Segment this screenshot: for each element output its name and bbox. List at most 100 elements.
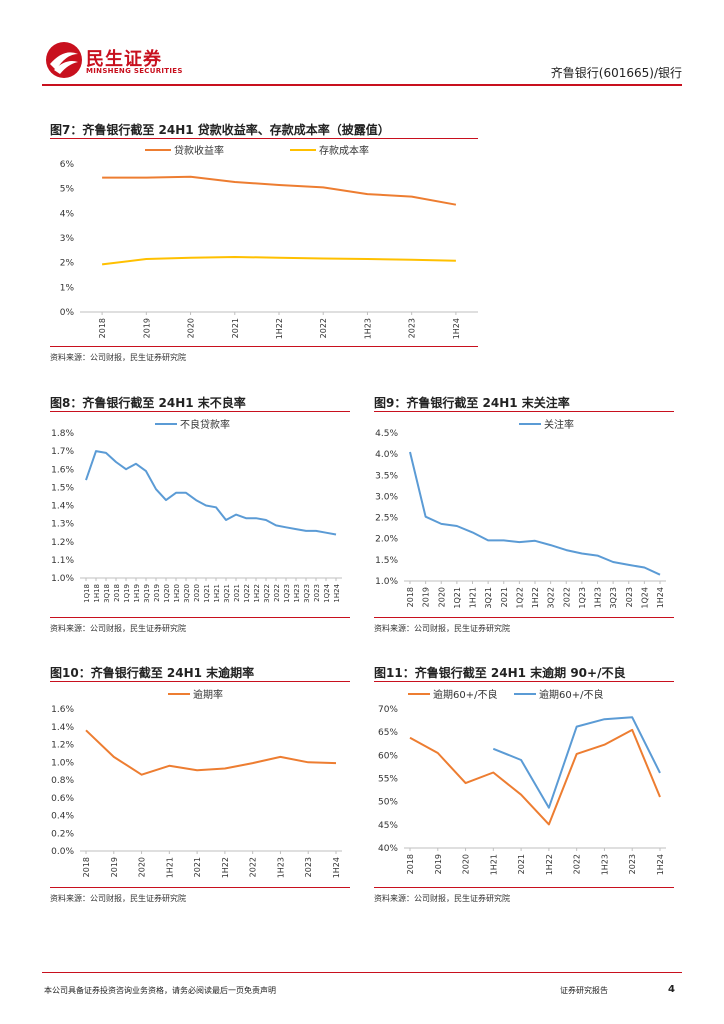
- fig8-xtick-1: 1H18: [93, 584, 101, 603]
- fig9-series-line-0: [409, 451, 661, 576]
- fig10-xtick-4: 2021: [193, 857, 202, 877]
- fig8-title: 图8：齐鲁银行截至 24H1 末不良率: [50, 396, 246, 410]
- fig10-ytick-0: 0.0%: [51, 847, 74, 857]
- fig11-xtick-4: 2021: [517, 854, 526, 874]
- fig8-ytick-1: 1.1%: [51, 556, 74, 566]
- fig8-xtick-21: 1H23: [293, 584, 301, 603]
- fig7-chart: 0% 1% 2% 3% 4% 5% 6% 2018 2019 2020 2021 1H22 2022 1H…: [60, 144, 478, 339]
- fig10-chart: 0.0% 0.2% 0.4% 0.6% 0.8% 1.0% 1.2% 1.4% 1.6% 2018…: [51, 688, 342, 878]
- fig11-ytick-5: 65%: [378, 728, 398, 738]
- fig9-xtick-6: 2021: [500, 587, 509, 607]
- fig9-xtick-1: 2019: [422, 587, 431, 607]
- fig11-legend-label-0: 逾期60+/不良: [433, 688, 497, 701]
- fig8-xtick-16: 1Q22: [243, 584, 251, 603]
- fig9-xtick-7: 1Q22: [515, 587, 524, 609]
- fig7-xtick-6: 1H23: [363, 318, 372, 339]
- fig8-xtick-6: 3Q19: [143, 584, 151, 603]
- fig9-title: 图9：齐鲁银行截至 24H1 末关注率: [374, 396, 570, 410]
- fig8-xtick-10: 3Q20: [183, 584, 191, 603]
- fig9-ytick-0: 1.0%: [375, 577, 398, 587]
- fig7-title-rule: [50, 138, 478, 139]
- fig7-ytick-1: 1%: [60, 283, 75, 293]
- fig8-xtick-14: 3Q21: [223, 584, 231, 603]
- fig7-xtick-5: 2022: [319, 318, 328, 338]
- fig7-ytick-0: 0%: [60, 308, 75, 318]
- brand-name-en: MINSHENG SECURITIES: [86, 67, 183, 75]
- fig10-ytick-6: 1.2%: [51, 741, 74, 751]
- fig9-xtick-13: 3Q23: [609, 587, 618, 609]
- fig11-xtick-5: 1H22: [545, 854, 554, 875]
- fig8-xtick-20: 1Q23: [283, 584, 291, 603]
- fig10-xtick-0: 2018: [82, 857, 91, 877]
- fig10-xtick-2: 2020: [138, 857, 147, 877]
- fig7-ytick-2: 2%: [60, 259, 75, 269]
- fig7-legend-label-1: 存款成本率: [319, 144, 369, 157]
- fig10-xtick-3: 1H21: [165, 857, 174, 878]
- fig10-ytick-5: 1.0%: [51, 758, 74, 768]
- fig10-ytick-3: 0.6%: [51, 794, 74, 804]
- fig7-xtick-2: 2020: [187, 318, 196, 338]
- fig9-ytick-1: 1.5%: [375, 556, 398, 566]
- fig7-xtick-1: 2019: [142, 318, 151, 338]
- fig8-xtick-13: 1H21: [213, 584, 221, 603]
- fig9-xtick-5: 3Q21: [484, 587, 493, 609]
- fig9-xtick-16: 1H24: [656, 587, 665, 608]
- fig9-xtick-15: 1Q24: [640, 587, 649, 609]
- fig11-chart: 40% 45% 50% 55% 60% 65% 70% 2018 2019 2020 1H21 202…: [378, 688, 666, 875]
- fig9-legend-label-0: 关注率: [544, 418, 574, 431]
- fig9-bottom-rule: [374, 617, 674, 618]
- fig8-xtick-3: 2018: [113, 584, 121, 602]
- fig8-xtick-24: 1Q24: [323, 583, 331, 602]
- fig8-ytick-8: 1.8%: [51, 429, 74, 439]
- fig8-xtick-19: 2022: [273, 584, 281, 602]
- fig9-ytick-3: 2.5%: [375, 514, 398, 524]
- fig10-xtick-8: 2023: [304, 857, 313, 877]
- fig8-source: 资料来源：公司财报，民生证券研究院: [50, 624, 186, 633]
- fig7-source: 资料来源：公司财报，民生证券研究院: [50, 353, 186, 362]
- fig11-xtick-6: 2022: [573, 854, 582, 874]
- fig8-ytick-7: 1.7%: [51, 447, 74, 457]
- fig11-title-rule: [374, 681, 674, 682]
- fig8-title-rule: [50, 411, 350, 412]
- fig11-title: 图11：齐鲁银行截至 24H1 末逾期 90+/不良: [374, 666, 626, 680]
- fig9-ytick-5: 3.5%: [375, 471, 398, 481]
- fig7-xtick-8: 1H24: [452, 318, 461, 339]
- fig11-bottom-rule: [374, 887, 674, 888]
- fig8-xtick-8: 1Q20: [163, 584, 171, 603]
- fig8-xtick-5: 1H19: [133, 584, 141, 603]
- fig7-title: 图7：齐鲁银行截至 24H1 贷款收益率、存款成本率（披露值）: [50, 123, 390, 137]
- fig10-series-line-0: [85, 729, 337, 776]
- footer-report-type: 证券研究报告: [560, 986, 608, 995]
- fig9-title-rule: [374, 411, 674, 412]
- fig7-xtick-0: 2018: [98, 318, 107, 338]
- fig8-ytick-3: 1.3%: [51, 520, 74, 530]
- fig11-ytick-2: 50%: [378, 798, 398, 808]
- fig8-ytick-6: 1.6%: [51, 465, 74, 475]
- fig11-xtick-0: 2018: [406, 854, 415, 874]
- fig8-xtick-17: 1H22: [253, 584, 261, 603]
- fig7-ytick-5: 5%: [60, 185, 75, 195]
- fig10-legend-label-0: 逾期率: [193, 688, 223, 701]
- fig9-ytick-7: 4.5%: [375, 429, 398, 439]
- fig8-ytick-5: 1.5%: [51, 483, 74, 493]
- fig9-ytick-2: 2.0%: [375, 535, 398, 545]
- fig11-ytick-1: 45%: [378, 821, 398, 831]
- fig8-ytick-0: 1.0%: [51, 574, 74, 584]
- fig11-series-line-0: [409, 728, 661, 826]
- fig9-source: 资料来源：公司财报，民生证券研究院: [374, 624, 510, 633]
- fig9-xtick-8: 1H22: [531, 587, 540, 608]
- fig9-xtick-14: 2023: [625, 587, 634, 607]
- fig8-xtick-12: 1Q21: [203, 584, 211, 603]
- fig7-legend-label-0: 贷款收益率: [174, 144, 224, 157]
- fig11-source: 资料来源：公司财报，民生证券研究院: [374, 894, 510, 903]
- fig8-xtick-4: 1Q19: [123, 584, 131, 603]
- fig8-xtick-18: 3Q22: [263, 584, 271, 603]
- brand-name-cn: 民生证券: [86, 49, 162, 70]
- fig8-legend-label-0: 不良贷款率: [180, 418, 230, 431]
- fig9-ytick-6: 4.0%: [375, 450, 398, 460]
- fig8-xtick-22: 3Q23: [303, 584, 311, 603]
- fig7-ytick-3: 3%: [60, 234, 75, 244]
- page-number: 4: [668, 984, 675, 995]
- fig9-xtick-0: 2018: [406, 587, 415, 607]
- fig10-xtick-1: 2019: [110, 857, 119, 877]
